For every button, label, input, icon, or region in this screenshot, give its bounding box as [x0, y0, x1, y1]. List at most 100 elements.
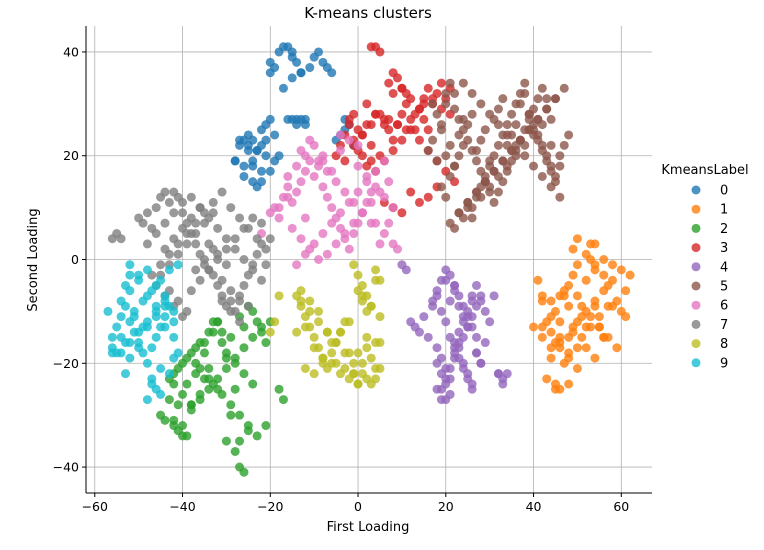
cluster-3-point — [414, 135, 424, 145]
cluster-5-point — [559, 140, 569, 150]
cluster-1-point — [572, 343, 582, 353]
cluster-8-point — [300, 322, 310, 332]
cluster-7-point — [195, 275, 205, 285]
cluster-7-point — [226, 203, 236, 213]
cluster-6-point — [327, 203, 337, 213]
cluster-3-point — [388, 146, 398, 156]
cluster-3-point — [375, 47, 385, 57]
cluster-2-point — [204, 327, 214, 337]
cluster-0-point — [243, 140, 253, 150]
cluster-8-points — [265, 260, 385, 389]
cluster-1-point — [590, 301, 600, 311]
cluster-7-point — [248, 265, 258, 275]
cluster-5-point — [550, 94, 560, 104]
cluster-8-point — [362, 306, 372, 316]
cluster-7-point — [164, 197, 174, 207]
y-axis-label: Second Loading — [26, 208, 41, 311]
cluster-6-point — [388, 203, 398, 213]
cluster-1-point — [568, 322, 578, 332]
cluster-9-point — [103, 306, 113, 316]
cluster-6-point — [349, 229, 359, 239]
cluster-9-point — [169, 306, 179, 316]
cluster-1-point — [533, 275, 543, 285]
cluster-4-point — [467, 384, 477, 394]
cluster-5-point — [454, 114, 464, 124]
cluster-3-point — [349, 109, 359, 119]
cluster-5-point — [432, 156, 442, 166]
cluster-7-point — [173, 296, 183, 306]
cluster-7-point — [116, 234, 126, 244]
cluster-8-point — [371, 338, 381, 348]
cluster-5-point — [467, 146, 477, 156]
cluster-8-point — [322, 327, 332, 337]
cluster-9-point — [151, 312, 161, 322]
legend-title: KmeansLabel — [661, 163, 748, 178]
cluster-5-point — [524, 114, 534, 124]
cluster-6-point — [357, 208, 367, 218]
cluster-5-point — [533, 114, 543, 124]
cluster-7-point — [191, 239, 201, 249]
cluster-3-point — [436, 78, 446, 88]
cluster-8-point — [300, 363, 310, 373]
cluster-9-point — [116, 312, 126, 322]
cluster-3-point — [414, 197, 424, 207]
cluster-1-point — [586, 312, 596, 322]
cluster-1-point — [625, 270, 635, 280]
cluster-5-point — [423, 146, 433, 156]
cluster-3-point — [384, 78, 394, 88]
cluster-9-point — [147, 374, 157, 384]
cluster-7-point — [182, 239, 192, 249]
cluster-9-point — [129, 312, 139, 322]
cluster-6-point — [366, 197, 376, 207]
cluster-8-point — [265, 327, 275, 337]
cluster-9-point — [120, 369, 130, 379]
cluster-7-point — [239, 280, 249, 290]
legend-label-7: 7 — [720, 318, 728, 333]
cluster-8-point — [335, 327, 345, 337]
cluster-1-point — [546, 296, 556, 306]
cluster-4-point — [450, 280, 460, 290]
legend-marker-8 — [691, 339, 701, 349]
cluster-5-point — [467, 213, 477, 223]
cluster-1-point — [581, 249, 591, 259]
cluster-1-point — [555, 332, 565, 342]
cluster-3-point — [406, 187, 416, 197]
cluster-0-point — [287, 73, 297, 83]
cluster-7-point — [151, 229, 161, 239]
cluster-7-point — [235, 317, 245, 327]
cluster-2-point — [248, 332, 258, 342]
cluster-1-point — [594, 322, 604, 332]
cluster-4-point — [476, 358, 486, 368]
cluster-8-point — [309, 343, 319, 353]
cluster-6-point — [292, 187, 302, 197]
cluster-5-points — [423, 78, 574, 233]
cluster-9-point — [125, 270, 135, 280]
cluster-1-point — [546, 343, 556, 353]
cluster-6-point — [375, 187, 385, 197]
cluster-5-point — [454, 208, 464, 218]
cluster-6-point — [353, 187, 363, 197]
legend-marker-4 — [691, 262, 701, 272]
cluster-2-point — [230, 384, 240, 394]
cluster-9-point — [107, 348, 117, 358]
cluster-6-point — [283, 171, 293, 181]
y-tick-label: 40 — [63, 44, 79, 59]
cluster-7-point — [257, 275, 267, 285]
cluster-5-point — [502, 130, 512, 140]
cluster-4-point — [480, 306, 490, 316]
cluster-1-point — [546, 327, 556, 337]
cluster-8-point — [296, 296, 306, 306]
cluster-3-point — [393, 120, 403, 130]
cluster-4-point — [423, 332, 433, 342]
cluster-7-point — [208, 197, 218, 207]
cluster-3-point — [357, 151, 367, 161]
cluster-4-point — [445, 296, 455, 306]
cluster-3-point — [388, 135, 398, 145]
cluster-5-point — [546, 161, 556, 171]
cluster-5-point — [537, 83, 547, 93]
cluster-5-point — [555, 161, 565, 171]
cluster-1-point — [537, 332, 547, 342]
cluster-8-point — [344, 317, 354, 327]
cluster-4-point — [489, 291, 499, 301]
x-axis-label: First Loading — [327, 520, 410, 535]
